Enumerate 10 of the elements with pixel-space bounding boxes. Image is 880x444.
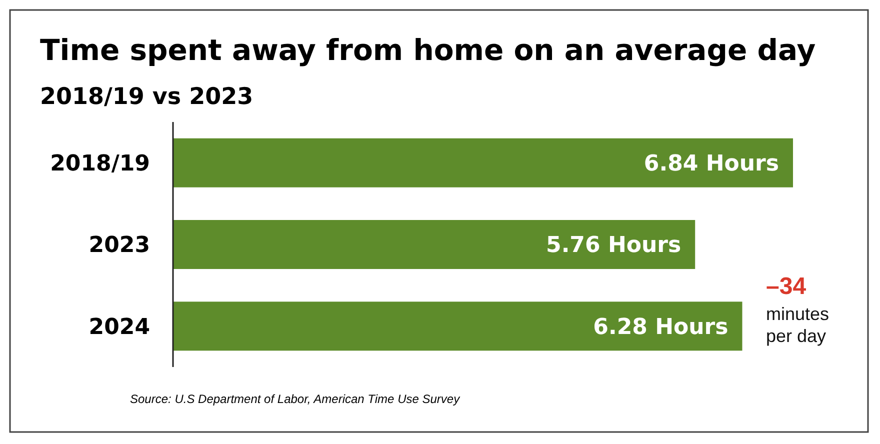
data-label: 6.84 Hours: [644, 152, 779, 177]
chart-subtitle: 2018/19 vs 2023: [40, 84, 254, 110]
chart-title: Time spent away from home on an average day: [40, 33, 816, 67]
data-label: 5.76 Hours: [546, 233, 682, 258]
y-tick-label: 2023: [88, 233, 150, 258]
y-tick-label: 2018/19: [50, 152, 150, 177]
y-tick-label: 2024: [88, 314, 150, 340]
annotation: –34 minutes per day: [766, 273, 830, 346]
source-note: Source: U.S Department of Labor, American Time Use Survey: [130, 392, 461, 406]
data-label: 6.28 Hours: [593, 314, 728, 340]
